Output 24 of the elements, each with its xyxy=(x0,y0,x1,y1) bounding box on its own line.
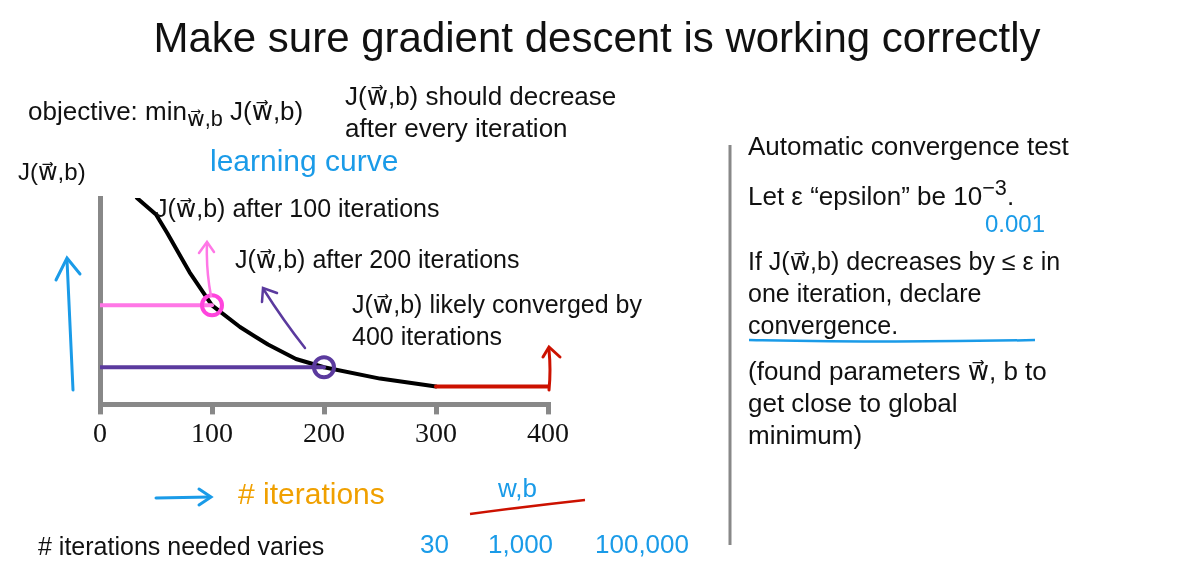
text: 0.001 xyxy=(985,209,1046,239)
text: # iterations needed varies xyxy=(38,531,325,562)
text: If J(w⃗,b) decreases by ≤ ε in one iteration, declare convergence. xyxy=(748,246,1062,341)
chart-title: Make sure gradient descent is working correctly xyxy=(152,14,1042,62)
text: learning curve xyxy=(210,144,399,177)
text: Let ε “epsilon” be 10$^{−3}$. xyxy=(748,174,1015,212)
text: Automatic convergence test xyxy=(748,130,1069,162)
text: w,b xyxy=(498,472,538,504)
x-tick-label: 100 xyxy=(191,416,233,448)
text: 30 xyxy=(420,528,449,560)
text: 1,000 xyxy=(488,528,554,560)
x-tick-label: 0 xyxy=(93,416,107,448)
x-tick-label: 300 xyxy=(415,416,457,448)
text: J(w⃗,b) should decrease after every iteration xyxy=(345,80,618,144)
y-axis-title: J(w⃗,b) xyxy=(18,157,86,187)
text: objective: min$_{w⃗,b}$ J(w⃗,b) xyxy=(28,95,304,134)
text: 100,000 xyxy=(595,528,689,560)
annotation: J(w⃗,b) after 100 iterations xyxy=(155,193,440,224)
x-tick-label: 400 xyxy=(527,416,569,448)
x-tick-label: 200 xyxy=(303,416,345,448)
annotation: J(w⃗,b) likely converged by 400 iterations xyxy=(352,289,643,352)
x-axis-title: # iterations xyxy=(238,477,385,510)
text: (found parameters w⃗, b to get close to global minimum) xyxy=(748,355,1048,451)
annotation: J(w⃗,b) after 200 iterations xyxy=(235,244,520,275)
